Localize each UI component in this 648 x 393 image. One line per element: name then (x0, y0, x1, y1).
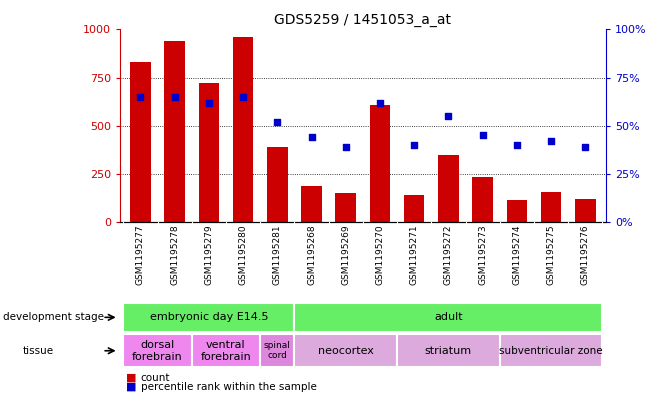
Text: GSM1195280: GSM1195280 (238, 224, 248, 285)
Bar (198, 83, 219, 222)
Text: spinal
cord: spinal cord (264, 341, 291, 360)
Text: GSM1195276: GSM1195276 (581, 224, 590, 285)
Point (478, 132, 488, 138)
Text: GSM1195277: GSM1195277 (136, 224, 145, 285)
Bar (267, 147, 288, 222)
Bar (294, 334, 397, 367)
Text: neocortex: neocortex (318, 346, 374, 356)
Text: ventral
forebrain: ventral forebrain (201, 340, 251, 362)
Bar (404, 195, 424, 222)
Bar (165, 41, 185, 222)
Point (375, 99, 385, 106)
Point (546, 138, 556, 144)
Point (307, 134, 317, 140)
Point (170, 94, 180, 100)
Bar (541, 192, 561, 222)
Text: GSM1195275: GSM1195275 (547, 224, 555, 285)
Text: GSM1195269: GSM1195269 (341, 224, 351, 285)
Bar (301, 186, 322, 222)
Bar (130, 62, 151, 222)
Bar (575, 199, 596, 222)
Point (238, 94, 248, 100)
Point (203, 99, 214, 106)
Text: GSM1195271: GSM1195271 (410, 224, 419, 285)
Text: tissue: tissue (23, 346, 54, 356)
Bar (233, 37, 253, 222)
Text: count: count (141, 373, 170, 383)
Bar (438, 154, 459, 222)
Bar (397, 334, 500, 367)
Text: ■: ■ (126, 382, 137, 392)
Point (272, 119, 283, 125)
Text: GSM1195278: GSM1195278 (170, 224, 179, 285)
Bar (507, 200, 527, 222)
Point (135, 94, 146, 100)
Text: subventricular zone: subventricular zone (500, 346, 603, 356)
Point (341, 144, 351, 150)
Point (409, 142, 419, 148)
Bar (123, 303, 294, 332)
Text: GSM1195273: GSM1195273 (478, 224, 487, 285)
Text: embryonic day E14.5: embryonic day E14.5 (150, 312, 268, 322)
Bar (123, 334, 192, 367)
Bar (192, 334, 260, 367)
Text: striatum: striatum (425, 346, 472, 356)
Bar (472, 177, 493, 222)
Point (580, 144, 590, 150)
Text: ■: ■ (126, 373, 137, 383)
Text: dorsal
forebrain: dorsal forebrain (132, 340, 183, 362)
Text: development stage: development stage (3, 312, 104, 322)
Title: GDS5259 / 1451053_a_at: GDS5259 / 1451053_a_at (274, 13, 452, 27)
Bar (336, 193, 356, 222)
Text: GSM1195274: GSM1195274 (513, 224, 522, 285)
Text: GSM1195272: GSM1195272 (444, 224, 453, 285)
Text: GSM1195270: GSM1195270 (375, 224, 384, 285)
Text: GSM1195281: GSM1195281 (273, 224, 282, 285)
Text: GSM1195279: GSM1195279 (204, 224, 213, 285)
Bar (260, 334, 294, 367)
Point (443, 113, 454, 119)
Text: adult: adult (434, 312, 463, 322)
Text: percentile rank within the sample: percentile rank within the sample (141, 382, 316, 392)
Bar (370, 105, 390, 222)
Text: GSM1195268: GSM1195268 (307, 224, 316, 285)
Bar (294, 303, 603, 332)
Bar (500, 334, 603, 367)
Point (512, 142, 522, 148)
